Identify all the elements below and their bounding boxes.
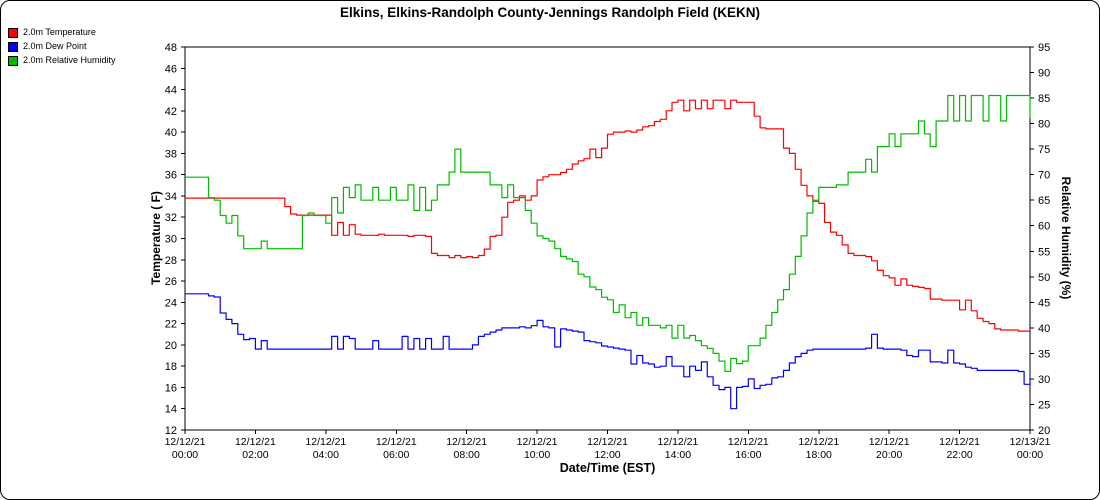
svg-text:85: 85 [1038,93,1050,105]
svg-text:75: 75 [1038,144,1050,156]
svg-text:20: 20 [1038,425,1050,437]
svg-text:35: 35 [1038,348,1050,360]
svg-text:12/12/21: 12/12/21 [657,436,698,448]
svg-text:44: 44 [165,85,177,97]
svg-text:12/12/21: 12/12/21 [376,436,417,448]
relative-humidity-swatch-icon [8,55,18,66]
svg-text:12/12/21: 12/12/21 [517,436,558,448]
svg-text:00:00: 00:00 [1017,449,1043,461]
svg-text:90: 90 [1038,68,1050,80]
svg-text:16:00: 16:00 [735,449,761,461]
svg-text:22: 22 [165,319,177,331]
svg-text:26: 26 [165,276,177,288]
svg-text:04:00: 04:00 [313,449,339,461]
svg-text:32: 32 [165,212,177,224]
svg-text:00:00: 00:00 [172,449,198,461]
svg-text:20:00: 20:00 [876,449,902,461]
svg-text:45: 45 [1038,297,1050,309]
svg-text:80: 80 [1038,119,1050,131]
svg-text:18:00: 18:00 [806,449,832,461]
svg-text:24: 24 [165,297,177,309]
svg-text:12/12/21: 12/12/21 [446,436,487,448]
legend-item-temperature: 2.0m Temperature [8,27,116,38]
svg-text:30: 30 [165,234,177,246]
svg-text:48: 48 [165,42,177,54]
legend-item-label: 2.0m Temperature [23,27,96,37]
legend-item-label: 2.0m Dew Point [23,41,87,51]
svg-text:12/12/21: 12/12/21 [728,436,769,448]
dew-point-swatch-icon [8,41,18,52]
svg-text:12/12/21: 12/12/21 [305,436,346,448]
svg-text:14: 14 [165,404,177,416]
svg-text:06:00: 06:00 [383,449,409,461]
svg-text:55: 55 [1038,246,1050,258]
svg-text:22:00: 22:00 [946,449,972,461]
svg-text:20: 20 [165,340,177,352]
svg-text:36: 36 [165,170,177,182]
chart-legend: 2.0m Temperature 2.0m Dew Point 2.0m Rel… [8,27,116,69]
svg-text:12/13/21: 12/13/21 [1010,436,1051,448]
svg-text:14:00: 14:00 [665,449,691,461]
svg-text:34: 34 [165,191,177,203]
svg-text:18: 18 [165,361,177,373]
svg-text:12/12/21: 12/12/21 [798,436,839,448]
legend-item-relative-humidity: 2.0m Relative Humidity [8,55,116,66]
svg-text:60: 60 [1038,221,1050,233]
svg-text:12: 12 [165,425,177,437]
svg-text:46: 46 [165,63,177,75]
svg-text:08:00: 08:00 [454,449,480,461]
svg-text:25: 25 [1038,399,1050,411]
svg-text:12:00: 12:00 [594,449,620,461]
svg-text:16: 16 [165,382,177,394]
svg-text:38: 38 [165,148,177,160]
svg-text:40: 40 [165,127,177,139]
svg-text:12/12/21: 12/12/21 [165,436,206,448]
svg-text:10:00: 10:00 [524,449,550,461]
svg-text:50: 50 [1038,272,1050,284]
chart-title: Elkins, Elkins-Randolph County-Jennings … [339,5,760,20]
svg-text:12/12/21: 12/12/21 [235,436,276,448]
x-axis-label: Date/Time (EST) [559,461,656,475]
svg-text:42: 42 [165,106,177,118]
svg-text:12/12/21: 12/12/21 [587,436,628,448]
svg-text:12/12/21: 12/12/21 [939,436,980,448]
svg-text:95: 95 [1038,42,1050,54]
legend-item-dew-point: 2.0m Dew Point [8,41,116,52]
legend-item-label: 2.0m Relative Humidity [23,55,116,65]
svg-text:28: 28 [165,255,177,267]
svg-text:65: 65 [1038,195,1050,207]
svg-text:70: 70 [1038,170,1050,182]
temperature-swatch-icon [8,27,18,38]
svg-text:30: 30 [1038,374,1050,386]
svg-text:02:00: 02:00 [242,449,268,461]
svg-text:40: 40 [1038,323,1050,335]
svg-text:12/12/21: 12/12/21 [869,436,910,448]
